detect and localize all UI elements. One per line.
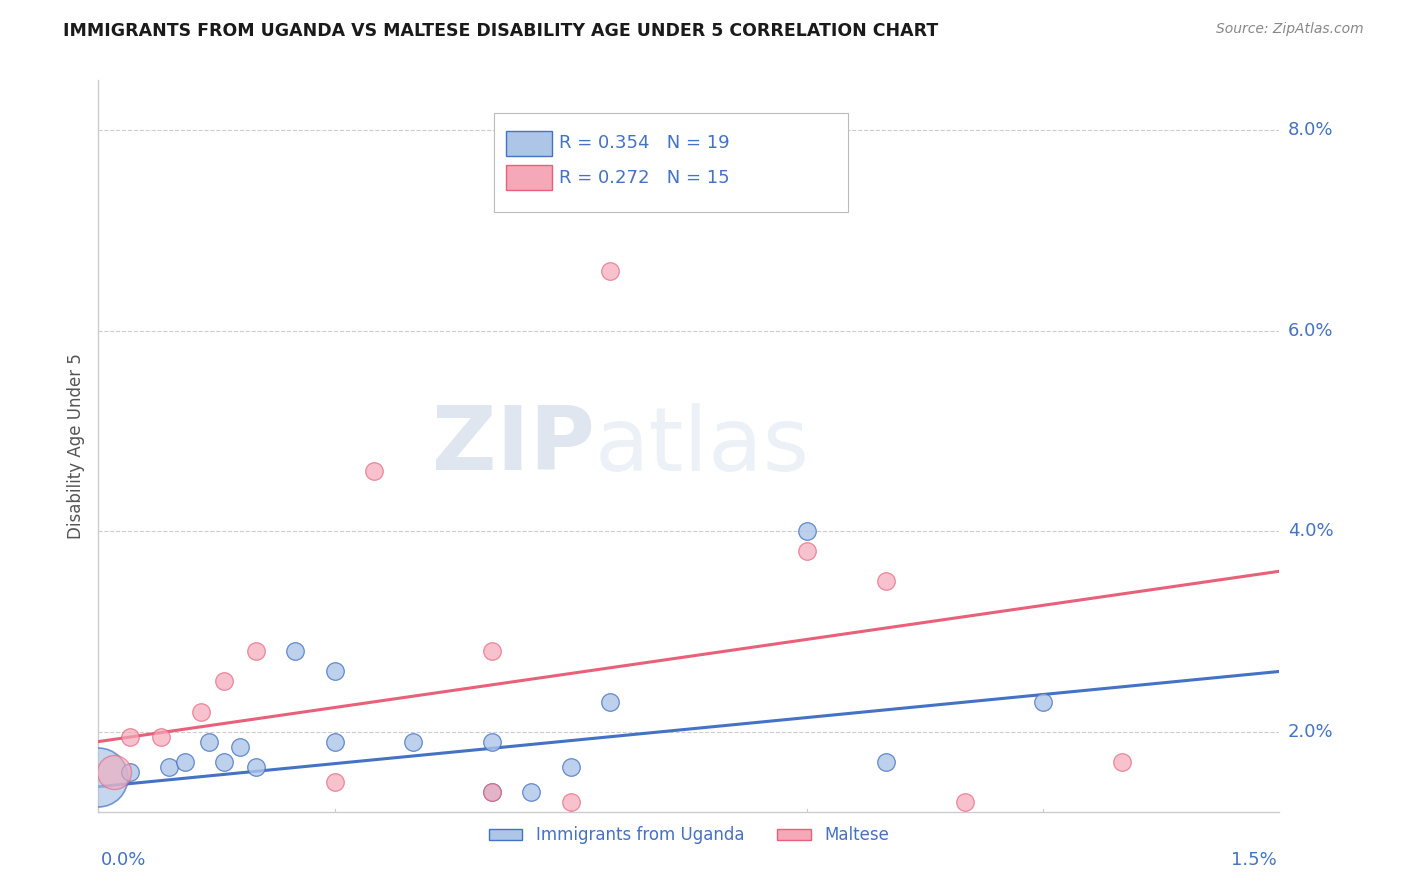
Point [953,795,976,809]
Text: R = 0.354   N = 19: R = 0.354 N = 19 [560,134,730,153]
Point [560,759,582,773]
Point [560,795,582,809]
Point [190,705,212,719]
Point [402,734,425,748]
Text: 2.0%: 2.0% [1288,723,1333,740]
Point [118,764,141,779]
Text: 6.0%: 6.0% [1288,322,1333,340]
Y-axis label: Disability Age Under 5: Disability Age Under 5 [66,353,84,539]
Point [229,739,252,754]
FancyBboxPatch shape [506,165,553,190]
Point [150,730,173,744]
Text: R = 0.272   N = 15: R = 0.272 N = 15 [560,169,730,186]
Point [875,755,897,769]
Text: IMMIGRANTS FROM UGANDA VS MALTESE DISABILITY AGE UNDER 5 CORRELATION CHART: IMMIGRANTS FROM UGANDA VS MALTESE DISABI… [63,22,939,40]
Point [1111,755,1133,769]
Point [1032,694,1054,708]
Text: 8.0%: 8.0% [1288,121,1333,139]
Point [796,544,818,558]
Point [118,730,141,744]
Point [284,644,307,658]
Text: Source: ZipAtlas.com: Source: ZipAtlas.com [1216,22,1364,37]
Point [245,759,267,773]
Point [520,785,543,799]
Text: 1.5%: 1.5% [1230,851,1277,869]
Point [214,674,236,689]
Text: ZIP: ZIP [432,402,595,490]
Text: atlas: atlas [595,402,810,490]
Point [323,734,346,748]
Legend: Immigrants from Uganda, Maltese: Immigrants from Uganda, Maltese [482,820,896,851]
Point [174,755,197,769]
Point [157,759,180,773]
Point [875,574,897,589]
Point [796,524,818,538]
Point [214,755,236,769]
Point [481,734,503,748]
Point [599,263,621,277]
Point [323,774,346,789]
Point [481,785,503,799]
Point [103,764,125,779]
Point [245,644,267,658]
Point [363,464,385,478]
Point [197,734,219,748]
Point [481,644,503,658]
FancyBboxPatch shape [494,113,848,212]
Point [323,665,346,679]
Text: 0.0%: 0.0% [101,851,146,869]
Text: 4.0%: 4.0% [1288,522,1333,541]
Point [599,694,621,708]
FancyBboxPatch shape [506,131,553,155]
Point [481,785,503,799]
Point [87,770,110,784]
